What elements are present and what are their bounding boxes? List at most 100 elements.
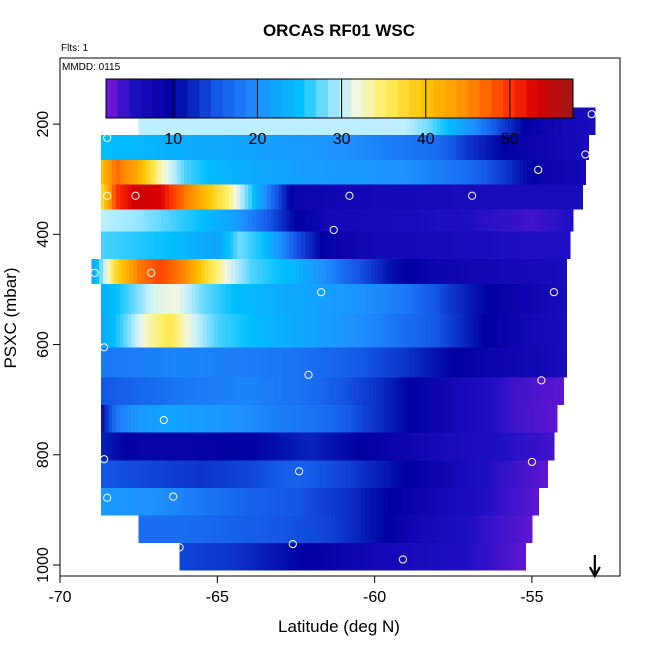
heatmap-cell <box>104 432 110 461</box>
heatmap-cell <box>236 460 242 488</box>
heatmap-cell <box>516 460 521 488</box>
heatmap-cell <box>508 184 514 210</box>
heatmap-cell <box>501 487 506 516</box>
heatmap-cell <box>299 259 304 284</box>
heatmap-cell <box>187 542 192 571</box>
heatmap-cell <box>183 432 189 461</box>
heatmap-cell <box>436 283 442 315</box>
heatmap-cell <box>576 159 581 185</box>
heatmap-cell <box>365 283 370 315</box>
heatmap-cell <box>516 347 521 378</box>
heatmap-cell <box>195 405 200 433</box>
heatmap-cell <box>444 231 449 260</box>
heatmap-cell <box>293 231 298 260</box>
heatmap-cell <box>421 283 427 315</box>
heatmap-cell <box>470 314 476 348</box>
heatmap-cell <box>285 184 291 210</box>
heatmap-cell <box>478 209 483 232</box>
heatmap-cell <box>233 405 238 433</box>
heatmap-cell <box>229 460 234 488</box>
heatmap-cell <box>342 231 347 260</box>
heatmap-cell <box>493 432 498 461</box>
heatmap-band-12 <box>100 432 555 461</box>
heatmap-cell <box>402 377 408 406</box>
heatmap-cell <box>544 259 549 284</box>
heatmap-cell <box>523 209 529 232</box>
heatmap-cell <box>357 107 362 136</box>
heatmap-cell <box>319 515 325 543</box>
heatmap-cell <box>329 259 334 284</box>
heatmap-cell <box>512 209 517 232</box>
heatmap-cell <box>414 209 419 232</box>
heatmap-cell <box>300 377 306 406</box>
heatmap-cell <box>361 135 366 160</box>
heatmap-cell <box>508 159 514 185</box>
heatmap-cell <box>587 107 593 136</box>
heatmap-cell <box>410 283 415 315</box>
heatmap-cell <box>531 487 536 516</box>
heatmap-cell <box>361 107 366 136</box>
heatmap-cell <box>478 487 483 516</box>
heatmap-cell <box>504 283 510 315</box>
heatmap-cell <box>452 432 457 461</box>
heatmap-cell <box>493 231 498 260</box>
heatmap-cell <box>406 283 412 315</box>
heatmap-cell <box>425 209 430 232</box>
heatmap-cell <box>308 107 313 136</box>
heatmap-cell <box>221 432 227 461</box>
heatmap-cell <box>138 283 144 315</box>
heatmap-cell <box>546 283 551 315</box>
heatmap-cell <box>384 515 389 543</box>
heatmap-cell <box>183 209 189 232</box>
heatmap-cell <box>119 377 125 406</box>
heatmap-cell <box>134 347 140 378</box>
heatmap-cell <box>423 259 429 284</box>
heatmap-cell <box>312 107 317 136</box>
heatmap-cell <box>151 259 157 284</box>
heatmap-cell <box>248 460 253 488</box>
heatmap-cell <box>270 159 276 185</box>
heatmap-cell <box>399 107 404 136</box>
heatmap-cell <box>146 283 151 315</box>
heatmap-cell <box>470 460 476 488</box>
heatmap-cell <box>300 405 306 433</box>
heatmap-cell <box>236 377 242 406</box>
heatmap-cell <box>174 259 179 284</box>
colorbar-swatch <box>339 79 352 118</box>
heatmap-cell <box>221 231 227 260</box>
colorbar-swatch <box>234 79 247 118</box>
heatmap-cell <box>282 209 287 232</box>
heatmap-cell <box>304 283 310 315</box>
heatmap-cell <box>123 377 128 406</box>
heatmap-cell <box>206 432 211 461</box>
heatmap-cell <box>531 314 536 348</box>
heatmap-cell <box>459 283 464 315</box>
heatmap-cell <box>353 184 359 210</box>
heatmap-cell <box>134 460 140 488</box>
heatmap-cell <box>394 542 400 571</box>
heatmap-cell <box>496 542 502 571</box>
heatmap-cell <box>531 231 536 260</box>
heatmap-cell <box>251 314 257 348</box>
heatmap-cell <box>165 283 170 315</box>
heatmap-cell <box>243 542 249 571</box>
heatmap-cell <box>508 542 513 571</box>
heatmap-cell <box>421 314 427 348</box>
heatmap-cell <box>523 487 529 516</box>
heatmap-cell <box>569 209 574 232</box>
heatmap-cell <box>365 377 370 406</box>
heatmap-cell <box>327 377 332 406</box>
heatmap-cell <box>380 135 385 160</box>
heatmap-cell <box>391 107 396 136</box>
heatmap-cell <box>210 314 215 348</box>
heatmap-cell <box>142 209 147 232</box>
heatmap-cell <box>414 231 419 260</box>
heatmap-cell <box>338 231 344 260</box>
heatmap-cell <box>470 184 476 210</box>
heatmap-cell <box>261 259 266 284</box>
heatmap-cell <box>308 184 313 210</box>
heatmap-cell <box>485 347 491 378</box>
heatmap-cell <box>146 107 151 136</box>
heatmap-cell <box>418 135 423 160</box>
heatmap-cell <box>127 347 132 378</box>
